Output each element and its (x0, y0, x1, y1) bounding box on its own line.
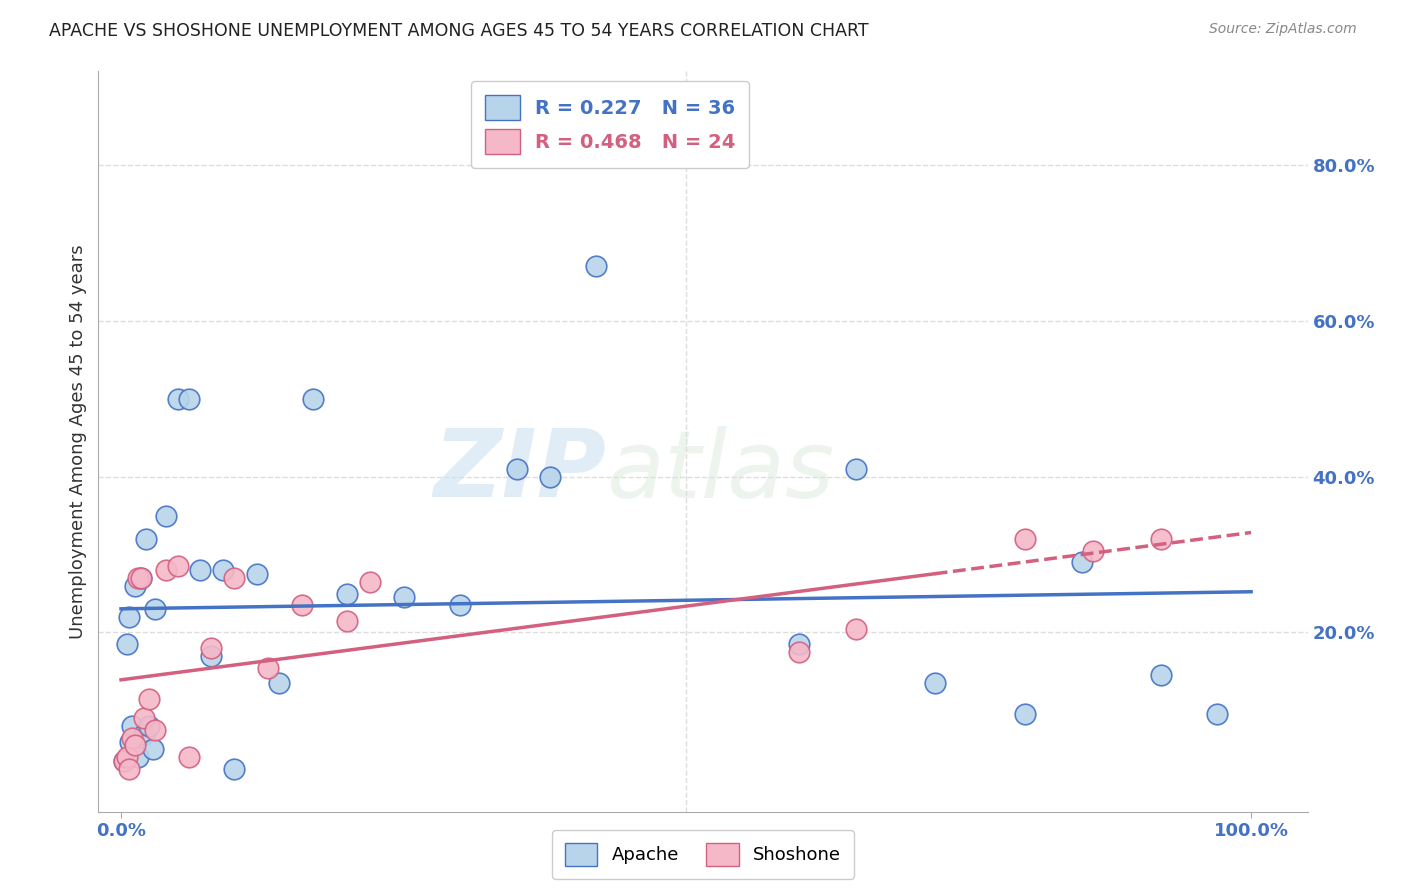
Point (1070, 555, 1092, 569)
Point (132, 711, 155, 725)
Point (222, 571, 245, 585)
Legend: R = 0.227   N = 36, R = 0.468   N = 24: R = 0.227 N = 36, R = 0.468 N = 24 (471, 81, 749, 168)
Point (115, 637, 138, 651)
Point (118, 610, 141, 624)
Point (302, 392, 325, 406)
Point (257, 660, 280, 674)
Point (138, 719, 160, 733)
Point (845, 462, 868, 476)
Point (336, 586, 359, 600)
Point (211, 563, 233, 577)
Point (505, 462, 527, 476)
Point (787, 637, 810, 651)
Point (222, 762, 245, 776)
Point (115, 750, 138, 764)
Point (1150, 668, 1173, 682)
Y-axis label: Unemployment Among Ages 45 to 54 years: Unemployment Among Ages 45 to 54 years (69, 244, 87, 639)
Point (1206, 707, 1229, 722)
Point (336, 614, 359, 628)
Point (845, 622, 868, 636)
Point (143, 602, 166, 616)
Point (118, 762, 141, 776)
Point (246, 567, 269, 582)
Point (131, 571, 153, 585)
Point (1081, 543, 1104, 558)
Point (121, 731, 143, 745)
Point (1150, 532, 1173, 546)
Point (166, 559, 188, 574)
Text: atlas: atlas (606, 425, 835, 516)
Point (787, 645, 810, 659)
Point (127, 750, 149, 764)
Point (1014, 532, 1036, 546)
Point (112, 754, 135, 768)
Point (142, 742, 165, 756)
Point (177, 392, 200, 406)
Point (120, 734, 142, 748)
Point (124, 579, 146, 593)
Point (143, 723, 166, 737)
Point (112, 754, 135, 768)
Point (121, 719, 143, 733)
Point (155, 563, 177, 577)
Point (585, 259, 607, 273)
Point (127, 571, 149, 585)
Text: Source: ZipAtlas.com: Source: ZipAtlas.com (1209, 22, 1357, 37)
Text: ZIP: ZIP (433, 425, 606, 517)
Point (177, 750, 200, 764)
Point (135, 532, 157, 546)
Point (166, 392, 188, 406)
Point (155, 508, 177, 523)
Point (538, 469, 561, 483)
Point (269, 676, 291, 690)
Point (392, 591, 415, 605)
Point (200, 648, 222, 663)
Point (124, 739, 146, 753)
Point (359, 574, 381, 589)
Point (449, 598, 471, 612)
Point (131, 571, 153, 585)
Point (200, 641, 222, 656)
Text: APACHE VS SHOSHONE UNEMPLOYMENT AMONG AGES 45 TO 54 YEARS CORRELATION CHART: APACHE VS SHOSHONE UNEMPLOYMENT AMONG AG… (49, 22, 869, 40)
Point (291, 598, 314, 612)
Point (924, 676, 946, 690)
Point (188, 563, 211, 577)
Point (1014, 707, 1036, 722)
Legend: Apache, Shoshone: Apache, Shoshone (553, 830, 853, 879)
Point (132, 727, 155, 741)
Point (138, 691, 160, 706)
